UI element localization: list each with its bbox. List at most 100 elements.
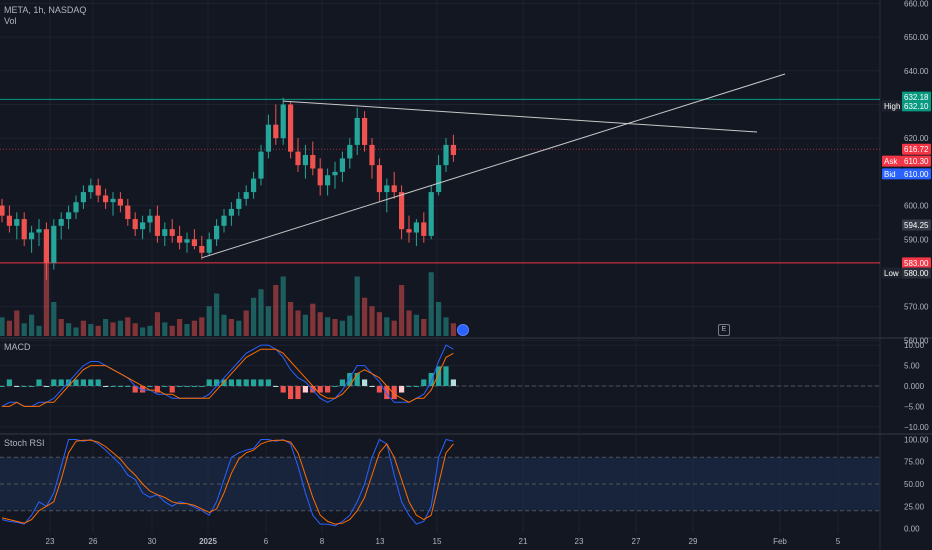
- volume-bar: [132, 323, 138, 336]
- macd-histogram-bar: [29, 386, 35, 387]
- candlestick-series[interactable]: [0, 97, 456, 280]
- macd-histogram-bar: [21, 386, 27, 387]
- volume-bar: [362, 297, 368, 336]
- candle-body: [132, 219, 138, 230]
- stoch-rsi-legend[interactable]: Stoch RSI: [4, 438, 45, 448]
- stoch-axis-label: 0.00: [904, 525, 920, 534]
- time-axis-label: 8: [320, 537, 325, 546]
- volume-bar: [347, 315, 353, 336]
- price-axis-label: 560.00: [904, 336, 929, 345]
- volume-bar: [280, 276, 286, 336]
- candle-body: [332, 171, 338, 176]
- candle-body: [243, 192, 249, 199]
- price-badge-value: 610.00: [904, 170, 929, 179]
- macd-histogram-bar: [369, 386, 375, 387]
- volume-bar: [310, 303, 316, 336]
- macd-histogram-bar: [184, 386, 190, 387]
- volume-bar: [384, 317, 390, 336]
- macd-histogram-bar: [66, 379, 72, 386]
- time-axis-label: 6: [264, 537, 269, 546]
- volume-bar: [354, 276, 360, 336]
- price-badge-label-bg: [882, 100, 902, 112]
- macd-histogram-bar: [110, 386, 116, 387]
- macd-histogram-bar: [362, 379, 368, 386]
- stoch-rsi-band: [0, 457, 880, 511]
- price-badge-label-bg: [882, 168, 902, 180]
- volume-bar: [406, 310, 412, 336]
- macd-histogram-bar: [428, 372, 434, 386]
- volume-bar: [206, 306, 212, 336]
- volume-bar: [14, 310, 20, 336]
- macd-histogram-bar: [376, 386, 382, 393]
- time-axis-label: 2025: [199, 537, 217, 546]
- macd-histogram-bar: [302, 386, 308, 393]
- volume-bar: [0, 317, 5, 336]
- macd-histogram-bar: [332, 386, 338, 387]
- stoch-rsi-pane[interactable]: [1, 438, 454, 527]
- volume-bar: [214, 293, 220, 336]
- macd-axis-label: 5.00: [904, 362, 920, 371]
- time-axis-label: 27: [632, 537, 641, 546]
- candle-body: [80, 192, 86, 203]
- time-axis-label: 26: [89, 537, 98, 546]
- candle-body: [376, 165, 382, 193]
- macd-pane[interactable]: [0, 344, 456, 407]
- price-levels: [0, 98, 880, 264]
- price-badge-bg: [902, 267, 931, 279]
- candle-body: [325, 175, 331, 186]
- volume-legend[interactable]: Vol: [4, 16, 17, 26]
- macd-histogram-bar: [288, 386, 294, 400]
- price-badges: 632.18 High 632.10 616.72 Ask 610.30 Bid 610.00…: [882, 91, 931, 279]
- volume-bar: [369, 306, 375, 336]
- macd-line: [1, 344, 454, 407]
- candle-body: [354, 117, 360, 145]
- macd-histogram-bar: [325, 386, 331, 393]
- volume-bar: [80, 320, 86, 336]
- price-badge-label: Ask: [884, 157, 898, 166]
- stoch-axis-label: 100.00: [904, 435, 929, 444]
- candle-body: [436, 165, 442, 193]
- price-badge-bg: [902, 168, 931, 180]
- macd-histogram-bar: [206, 379, 212, 386]
- candle-body: [177, 235, 183, 243]
- macd-histogram-bar: [450, 379, 456, 386]
- price-badge-value: 583.00: [904, 259, 929, 268]
- macd-histogram-bar: [413, 386, 419, 387]
- macd-histogram-bar: [169, 386, 175, 393]
- candle-body: [391, 185, 397, 193]
- macd-axis-label: −5.00: [904, 402, 925, 411]
- price-badge-label: Bid: [884, 170, 896, 179]
- price-axis-label: 570.00: [904, 303, 929, 312]
- candle-body: [14, 219, 20, 226]
- price-badge-bg: [902, 219, 931, 231]
- candle-body: [110, 198, 116, 203]
- earnings-icon[interactable]: E: [718, 324, 730, 336]
- candle-body: [103, 195, 109, 203]
- price-axis-label: 620.00: [904, 134, 929, 143]
- volume-bar: [191, 320, 197, 336]
- volume-bar: [177, 319, 183, 336]
- macd-legend[interactable]: MACD: [4, 342, 31, 352]
- macd-histogram-bar: [162, 386, 168, 387]
- volume-bar: [36, 325, 42, 336]
- candle-body: [288, 104, 294, 152]
- macd-histogram-bar: [140, 386, 146, 393]
- volume-bar: [51, 302, 57, 336]
- stoch-rsi-d-line: [1, 439, 454, 525]
- scroll-to-realtime-icon[interactable]: [457, 324, 469, 336]
- volume-bar: [117, 320, 123, 336]
- candle-body: [347, 144, 353, 159]
- macd-histogram-bar: [339, 379, 345, 386]
- volume-bar: [265, 306, 271, 336]
- candle-body: [450, 144, 456, 156]
- trendlines[interactable]: [201, 73, 786, 259]
- macd-histogram-bar: [399, 386, 405, 393]
- price-axis-label: 600.00: [904, 202, 929, 211]
- macd-histogram-bar: [154, 386, 160, 393]
- symbol-legend[interactable]: META, 1h, NASDAQ: [4, 5, 87, 15]
- descending-trendline: [283, 100, 758, 133]
- time-axis-label: 23: [575, 537, 584, 546]
- macd-histogram-bar: [236, 379, 242, 386]
- macd-histogram-bar: [391, 386, 397, 400]
